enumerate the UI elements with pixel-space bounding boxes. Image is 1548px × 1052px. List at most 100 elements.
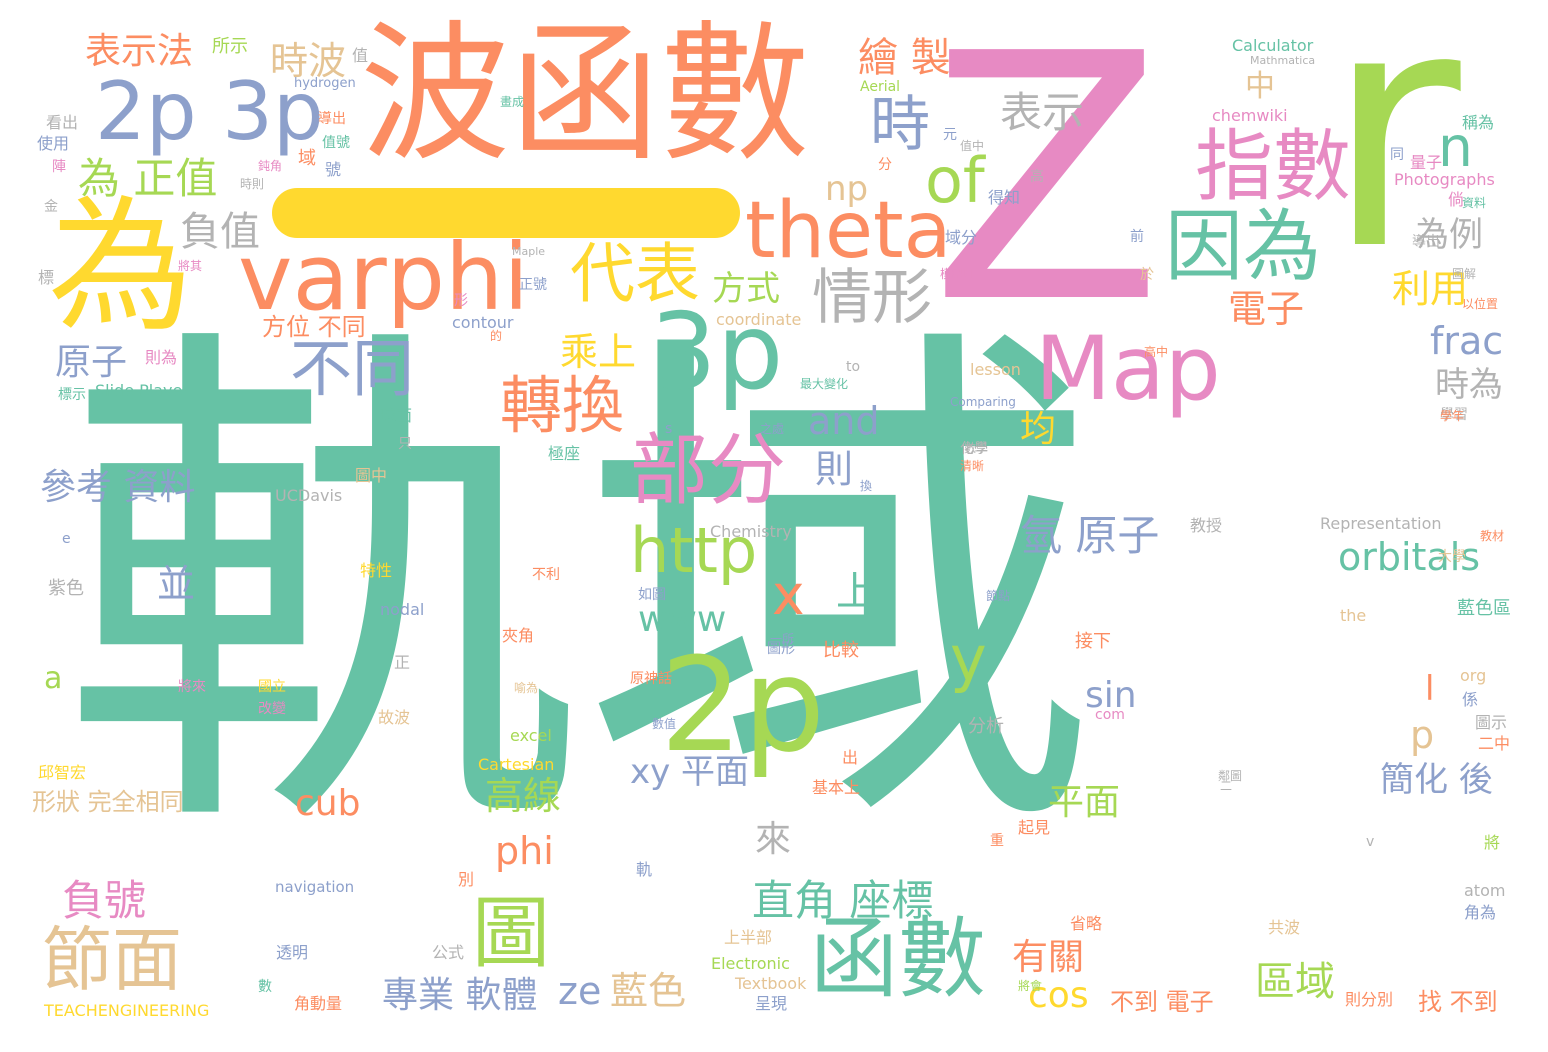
cloud-word: l (1425, 669, 1435, 709)
cloud-word: 導出 (318, 111, 346, 127)
cloud-word: xy 平面 (630, 752, 750, 792)
cloud-word: a (44, 661, 63, 696)
cloud-word: cos (1028, 975, 1089, 1016)
cloud-word: 氫 原子 (1020, 511, 1160, 560)
cloud-word: 圖 (472, 889, 551, 979)
cloud-word: 鄰圖 (1218, 769, 1243, 783)
cloud-word: 改變 (258, 701, 286, 717)
cloud-word: 高中 (1144, 345, 1169, 359)
cloud-word: 喻為 (514, 681, 539, 695)
cloud-word: Electronic (711, 954, 790, 973)
cloud-word: 標示 (58, 387, 86, 403)
cloud-word: 有關 (1012, 937, 1085, 978)
cloud-word: 原神話 (630, 671, 672, 687)
cloud-word: 值號 (322, 135, 350, 151)
cloud-word: e (62, 531, 71, 547)
cloud-word: 倘 (1448, 190, 1465, 209)
cloud-word: 3p (650, 291, 784, 413)
cloud-word: 藍色區 (1457, 598, 1511, 619)
cloud-word: Maple (512, 245, 546, 258)
cloud-word: 數值 (652, 717, 677, 731)
cloud-word: 別 (458, 870, 475, 889)
cloud-word: 值中 (960, 139, 985, 153)
cloud-word: 藍色 (610, 969, 687, 1013)
cloud-word: 係 (1462, 690, 1479, 709)
cloud-word: 邱智宏 (38, 763, 87, 782)
cloud-word: 將 (1484, 833, 1501, 852)
cloud-word: 圖解 (1452, 267, 1477, 281)
cloud-word: 重 (990, 833, 1004, 849)
cloud-word: 則 (815, 447, 854, 491)
cloud-word: 2p (660, 629, 826, 781)
cloud-word: 數 (258, 979, 272, 995)
cloud-word: 負號 (62, 876, 147, 925)
cloud-word: theta (745, 186, 952, 276)
cloud-word: 乘上 (560, 330, 637, 374)
cloud-word: 得知 (988, 188, 1021, 207)
cloud-word: 並 (157, 562, 196, 606)
cloud-word: 因為 (1165, 202, 1322, 292)
cloud-word: 為例 (1415, 215, 1483, 255)
cloud-word: s (665, 421, 673, 437)
cloud-word: 如圖 (638, 587, 666, 603)
cloud-word: 只 (398, 436, 412, 452)
cloud-word: 所示 (212, 36, 248, 57)
cloud-word: Map (1035, 317, 1221, 420)
cloud-word: 不到 電子 (1110, 988, 1214, 1016)
yellow-stroke (272, 188, 740, 238)
cloud-word: Comparing (950, 395, 1016, 409)
cloud-word: x (772, 563, 805, 627)
cloud-word: 鈍角 (258, 159, 283, 173)
cloud-word: 波函數 (360, 8, 811, 182)
cloud-word: 為 (48, 183, 193, 352)
cloud-word: 上半部 (724, 928, 773, 947)
cloud-word: 二中 (1478, 734, 1511, 753)
cloud-word: sin (1085, 675, 1137, 716)
cloud-word: Representation (1320, 514, 1442, 533)
cloud-word: p (1410, 713, 1435, 757)
cloud-word: r (1325, 0, 1461, 322)
cloud-word: 表示法 (85, 31, 194, 72)
cloud-word: Z (930, 0, 1163, 378)
cloud-word: 標 (38, 268, 55, 287)
cloud-word: Slide Player (95, 381, 189, 400)
cloud-word: Cartesian (478, 755, 555, 774)
cloud-word: v (1366, 834, 1375, 850)
cloud-word: 化學 (960, 441, 988, 457)
cloud-word: 方式 (712, 269, 780, 309)
cloud-word: 分析 (968, 716, 1004, 737)
cloud-word: 共波 (1268, 918, 1301, 937)
cloud-word: 時則 (240, 177, 265, 191)
cloud-word: phi (495, 829, 554, 873)
cloud-word: 圖示 (1475, 713, 1508, 732)
cloud-word: 紫色 (48, 578, 84, 599)
cloud-word: 角為 (1464, 903, 1497, 922)
cloud-word: nodal (380, 600, 425, 619)
cloud-word: 不利 (532, 567, 560, 583)
cloud-word: 比較 (823, 640, 859, 661)
cloud-word: 公式 (432, 943, 465, 962)
cloud-word: 不同 (290, 332, 415, 405)
cloud-word: frac (1430, 319, 1504, 363)
cloud-word: 教材 (1480, 529, 1505, 543)
cloud-word: excel (510, 726, 552, 745)
cloud-word: 域 (298, 148, 316, 169)
cloud-word: 極座 (548, 444, 581, 463)
cloud-word: 來 (755, 819, 792, 860)
cloud-word: 接下 (1075, 631, 1111, 652)
cloud-word: of (925, 144, 985, 217)
cloud-word: 節點 (986, 589, 1011, 603)
cloud-word: com (1095, 707, 1125, 723)
cloud-word: 基本上 (812, 778, 861, 797)
cloud-word: 形 (454, 293, 468, 309)
cloud-word: 直角 座標 (752, 876, 934, 925)
cloud-word: 時波 (270, 39, 347, 83)
cloud-word: 省略 (1070, 914, 1103, 933)
cloud-word: 部分 (630, 426, 787, 516)
cloud-word: org (1460, 666, 1487, 685)
cloud-word: 同 (1390, 147, 1404, 163)
cloud-word: 透明 (276, 943, 309, 962)
cloud-word: 則分別 (1345, 990, 1394, 1009)
cloud-word: 元 (943, 127, 957, 143)
